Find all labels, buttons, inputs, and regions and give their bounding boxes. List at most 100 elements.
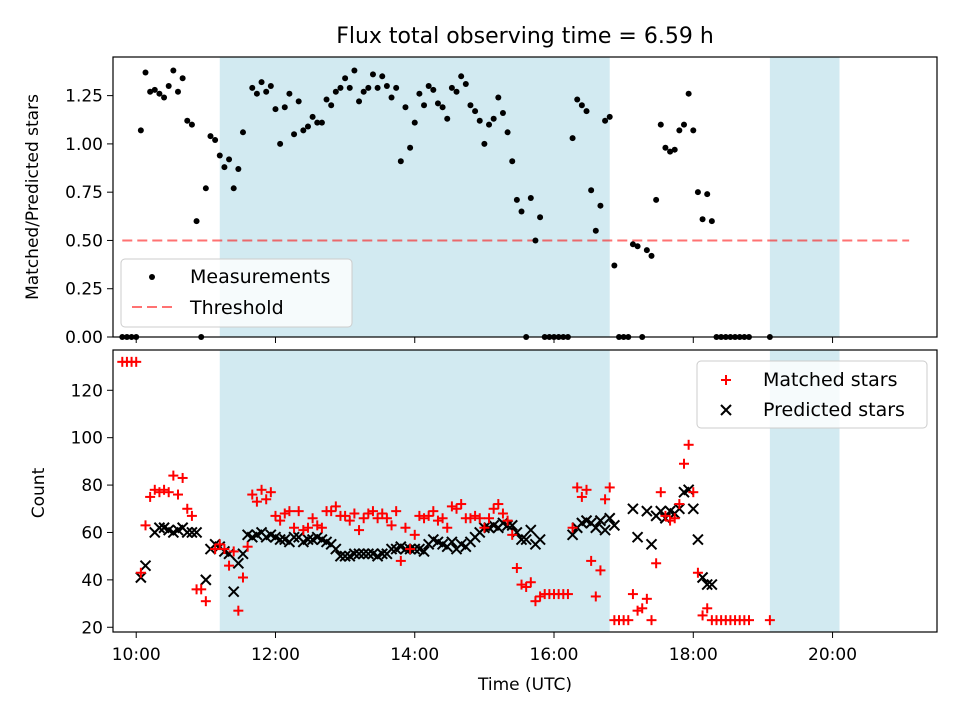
matched-star-point <box>423 510 434 521</box>
matched-star-point <box>233 605 244 616</box>
predicted-star-point <box>200 574 212 586</box>
predicted-star-point <box>566 529 579 541</box>
matched-star-point <box>344 515 355 526</box>
measurement-point <box>527 194 534 201</box>
measurement-point <box>202 185 209 192</box>
measurement-point <box>704 191 711 198</box>
matched-star-point <box>456 499 467 510</box>
measurement-point <box>402 104 409 111</box>
measurement-point <box>518 208 525 215</box>
bottom-x-axis-ticks: 10:00 12:00 14:00 16:00 18:00 20:00 <box>112 632 857 665</box>
matched-star-point <box>182 503 193 514</box>
measurement-point <box>481 140 488 147</box>
y-tick-label: 0.75 <box>65 183 103 203</box>
matched-star-point <box>149 484 160 495</box>
predicted-star-point <box>190 526 203 539</box>
measurement-point <box>193 218 200 225</box>
bottom-legend: Matched stars Predicted stars <box>696 360 928 429</box>
matched-star-point <box>340 510 351 521</box>
predicted-star-point <box>692 533 704 546</box>
matched-star-point <box>507 529 518 540</box>
predicted-star-point <box>655 505 667 517</box>
matched-star-point <box>572 482 583 493</box>
matched-star-point <box>367 506 378 517</box>
measurement-point <box>467 102 474 109</box>
matched-star-point <box>595 565 606 576</box>
top-y-axis-label: Matched/Predicted stars <box>23 94 43 300</box>
predicted-star-point <box>153 522 166 534</box>
x-tick-label: 18:00 <box>669 645 718 665</box>
measurement-point <box>425 82 432 89</box>
matched-star-point <box>493 499 504 510</box>
measurement-point <box>309 113 316 120</box>
measurement-point <box>694 189 701 196</box>
matched-star-point <box>219 544 230 555</box>
measurement-point <box>421 102 428 109</box>
measurement-point <box>509 158 516 165</box>
measurement-point <box>411 119 418 126</box>
matched-star-point <box>655 487 666 498</box>
matched-star-point <box>326 506 337 517</box>
matched-star-point <box>743 615 754 626</box>
y-tick-label: 40 <box>81 571 103 591</box>
measurement-point <box>490 115 497 122</box>
measurement-point <box>151 86 158 93</box>
measurement-point <box>574 96 581 103</box>
measurement-point <box>685 90 692 97</box>
matched-star-point <box>354 525 365 536</box>
measurement-point <box>221 164 228 171</box>
predicted-star-point <box>645 538 658 551</box>
y-tick-label: 0.00 <box>65 328 103 348</box>
predicted-star-point <box>339 550 351 562</box>
matched-star-point <box>372 513 383 524</box>
matched-star-point <box>228 546 239 557</box>
matched-star-point <box>525 577 536 588</box>
matched-star-point <box>764 615 775 626</box>
matched-star-point <box>256 484 267 495</box>
y-tick-label: 1.00 <box>65 135 103 155</box>
measurement-point <box>174 88 181 95</box>
measurement-point <box>365 84 372 91</box>
measurement-point <box>342 75 349 82</box>
matched-star-point <box>386 520 397 531</box>
measurement-point <box>188 121 195 128</box>
measurement-point <box>583 108 590 115</box>
measurement-point <box>147 88 154 95</box>
measurement-point <box>383 82 390 89</box>
measurement-point <box>634 243 641 250</box>
measurement-point <box>699 216 706 223</box>
matched-star-point <box>521 581 532 592</box>
measurement-point <box>597 202 604 209</box>
chart-title: Flux total observing time = 6.59 h <box>336 24 714 49</box>
matched-star-point <box>349 508 360 519</box>
matched-star-point <box>200 596 211 607</box>
y-tick-label: 20 <box>81 618 103 638</box>
matched-star-point <box>159 484 170 495</box>
measurement-point <box>653 196 660 203</box>
predicted-star-point <box>604 512 616 524</box>
y-tick-label: 0.50 <box>65 231 103 251</box>
matched-star-point <box>358 513 369 524</box>
top-plot-frame <box>112 56 938 338</box>
predicted-star-point <box>701 578 713 591</box>
predicted-star-point <box>237 548 249 560</box>
measurement-point <box>300 127 307 134</box>
measurement-point <box>137 127 144 134</box>
measurement-point <box>416 90 423 97</box>
matched-star-point <box>251 496 262 507</box>
measurement-point <box>388 94 395 101</box>
measurement-point <box>606 113 613 120</box>
matched-star-point <box>242 541 253 552</box>
matched-star-point <box>140 520 151 531</box>
predicted-star-point <box>227 586 240 598</box>
observing-span <box>769 57 840 337</box>
measurement-point <box>291 131 298 138</box>
measurement-point <box>397 158 404 165</box>
measurement-point <box>253 90 260 97</box>
measurement-point <box>708 218 715 225</box>
top-legend-box <box>120 258 353 328</box>
measurement-point <box>351 67 358 74</box>
matched-star-point <box>646 615 657 626</box>
measurement-point <box>504 129 511 136</box>
top-x-axis-ticks <box>135 337 834 343</box>
